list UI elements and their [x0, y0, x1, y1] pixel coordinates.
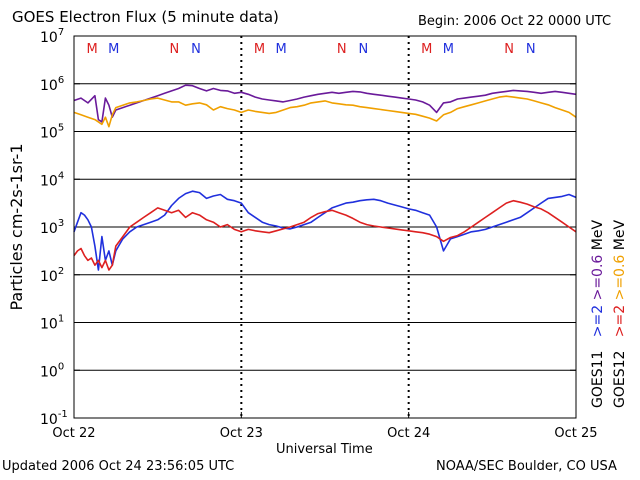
y-tick-label: 103: [40, 218, 64, 237]
y-tick-exponent: -1: [58, 409, 68, 420]
y-tick-base: 10: [40, 412, 58, 428]
y-tick-base: 10: [40, 126, 58, 142]
chart-title: GOES Electron Flux (5 minute data): [12, 8, 279, 26]
y-tick-label: 100: [40, 361, 64, 380]
y-tick-exponent: 2: [58, 266, 64, 277]
legend-satellite: GOES11: [590, 351, 606, 408]
mn-marker: N: [526, 42, 536, 57]
y-tick-base: 10: [40, 30, 58, 46]
y-axis-title: Particles cm-2s-1sr-1: [7, 143, 26, 310]
day-boundary-ticks: [240, 36, 410, 418]
y-tick-base: 10: [40, 173, 58, 189]
y-tick-label: 106: [40, 75, 64, 94]
series-line: [73, 199, 577, 271]
mn-marker: N: [504, 42, 514, 57]
y-tick-base: 10: [40, 269, 58, 285]
y-tick-label: 104: [40, 170, 64, 189]
y-tick-base: 10: [40, 317, 58, 333]
mn-marker: M: [108, 42, 119, 57]
y-tick-base: 10: [40, 364, 58, 380]
y-tick-label: 102: [40, 266, 64, 285]
legend-unit: MeV: [590, 220, 606, 255]
plot-frame: [73, 35, 577, 419]
x-tick-labels: Oct 22 Oct 23 Oct 24 Oct 25: [52, 412, 598, 441]
mn-marker: N: [170, 42, 180, 57]
x-tick-label: Oct 23: [220, 426, 263, 441]
legend-energy-06: >=0.6: [590, 255, 606, 305]
mn-marker: N: [337, 42, 347, 57]
y-tick-label: 101: [40, 314, 64, 333]
y-axis-label: Particles cm-2s-1sr-1: [7, 143, 26, 310]
y-tick-label: 10-1: [40, 409, 68, 428]
y-tick-exponent: 4: [58, 170, 64, 181]
mn-marker: M: [87, 42, 98, 57]
mn-marker: M: [421, 42, 432, 57]
y-tick-base: 10: [40, 78, 58, 94]
x-axis-label: Universal Time: [276, 442, 373, 457]
series-line: [73, 190, 577, 271]
y-tick-exponent: 7: [58, 27, 64, 38]
y-tick-base: 10: [40, 221, 58, 237]
y-tick-exponent: 0: [58, 361, 64, 372]
y-tick-exponent: 3: [58, 218, 64, 229]
grid-lines: [74, 83, 576, 371]
legend-energy-06: >=0.6: [612, 255, 628, 305]
legend-unit: MeV: [612, 220, 628, 255]
legend-energy-2: >=2: [590, 305, 606, 351]
x-tick-label: Oct 25: [554, 426, 597, 441]
x-tick-label: Oct 24: [387, 426, 430, 441]
series-line: [73, 84, 577, 123]
begin-time: Begin: 2006 Oct 22 0000 UTC: [418, 14, 612, 29]
y-tick-exponent: 5: [58, 123, 64, 134]
legend-entry: GOES11 >=2 >=0.6 MeV: [590, 220, 606, 408]
updated-time: Updated 2006 Oct 24 23:56:05 UTC: [2, 459, 235, 474]
credit: NOAA/SEC Boulder, CO USA: [436, 459, 617, 474]
plot-border: [73, 35, 577, 419]
mn-marker: M: [275, 42, 286, 57]
mn-marker: N: [191, 42, 201, 57]
y-tick-label: 105: [40, 123, 64, 142]
legend-energy-2: >=2: [612, 305, 628, 351]
x-tick-label: Oct 22: [52, 426, 95, 441]
mn-marker: N: [358, 42, 368, 57]
mn-marker: M: [443, 42, 454, 57]
y-tick-exponent: 1: [58, 314, 64, 325]
series-lines: [73, 84, 577, 271]
mn-marker: M: [254, 42, 265, 57]
legend-satellite: GOES12: [612, 351, 628, 408]
series-line: [73, 95, 577, 128]
y-tick-label: 107: [40, 27, 64, 46]
legend-entry: GOES12 >=2 >=0.6 MeV: [612, 220, 628, 408]
y-tick-exponent: 6: [58, 75, 64, 86]
